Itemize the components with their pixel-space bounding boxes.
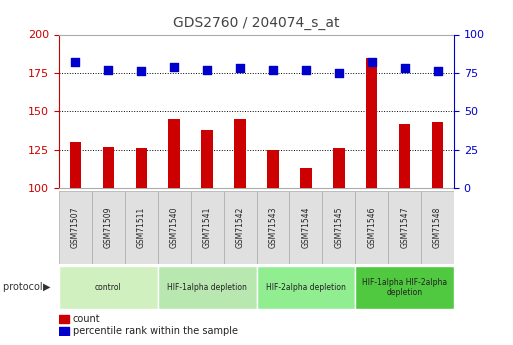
Bar (300, 168, 311, 188)
Text: GSM71541: GSM71541 (203, 207, 212, 248)
Text: GSM71547: GSM71547 (400, 207, 409, 248)
Bar (59, 327, 69, 335)
Text: control: control (95, 283, 122, 292)
Bar (366, 58, 378, 188)
FancyBboxPatch shape (92, 191, 125, 264)
Text: HIF-2alpha depletion: HIF-2alpha depletion (266, 283, 346, 292)
FancyBboxPatch shape (322, 191, 355, 264)
FancyBboxPatch shape (191, 191, 224, 264)
FancyBboxPatch shape (256, 266, 355, 309)
Bar (333, 148, 345, 188)
FancyBboxPatch shape (388, 191, 421, 264)
Bar (399, 124, 410, 188)
Text: protocol: protocol (3, 282, 45, 292)
Bar (202, 130, 213, 188)
Point (334, 70, 343, 76)
Point (433, 69, 442, 74)
Point (170, 64, 179, 69)
Text: GSM71548: GSM71548 (433, 207, 442, 248)
Text: GDS2760 / 204074_s_at: GDS2760 / 204074_s_at (173, 16, 340, 30)
Text: GSM71546: GSM71546 (367, 207, 376, 248)
Text: GSM71509: GSM71509 (104, 207, 113, 248)
Bar (168, 119, 180, 188)
Text: GSM71544: GSM71544 (301, 207, 310, 248)
Point (236, 66, 244, 71)
Point (401, 66, 409, 71)
FancyBboxPatch shape (224, 191, 256, 264)
Text: percentile rank within the sample: percentile rank within the sample (73, 326, 238, 336)
Point (203, 67, 211, 72)
FancyBboxPatch shape (158, 191, 191, 264)
Text: HIF-1alpha depletion: HIF-1alpha depletion (167, 283, 247, 292)
FancyBboxPatch shape (256, 191, 289, 264)
Bar (267, 150, 279, 188)
FancyBboxPatch shape (158, 266, 256, 309)
Point (302, 67, 310, 72)
Bar (234, 119, 246, 188)
Text: GSM71511: GSM71511 (137, 207, 146, 248)
Bar (432, 122, 443, 188)
Text: HIF-1alpha HIF-2alpha
depletion: HIF-1alpha HIF-2alpha depletion (362, 277, 447, 297)
Text: GSM71542: GSM71542 (235, 207, 245, 248)
Text: GSM71543: GSM71543 (268, 207, 278, 248)
Bar (59, 315, 69, 323)
Text: GSM71507: GSM71507 (71, 207, 80, 248)
FancyBboxPatch shape (355, 191, 388, 264)
Text: GSM71540: GSM71540 (170, 207, 179, 248)
FancyBboxPatch shape (59, 191, 92, 264)
Point (269, 67, 277, 72)
Text: count: count (73, 314, 101, 324)
FancyBboxPatch shape (59, 266, 158, 309)
Bar (70, 142, 81, 188)
Text: ▶: ▶ (43, 282, 50, 292)
Point (104, 67, 112, 72)
Bar (103, 147, 114, 188)
Point (71, 59, 80, 65)
Point (137, 69, 145, 74)
FancyBboxPatch shape (289, 191, 322, 264)
FancyBboxPatch shape (421, 191, 454, 264)
FancyBboxPatch shape (355, 266, 454, 309)
Point (368, 59, 376, 65)
Bar (135, 148, 147, 188)
Text: GSM71545: GSM71545 (334, 207, 343, 248)
FancyBboxPatch shape (125, 191, 158, 264)
